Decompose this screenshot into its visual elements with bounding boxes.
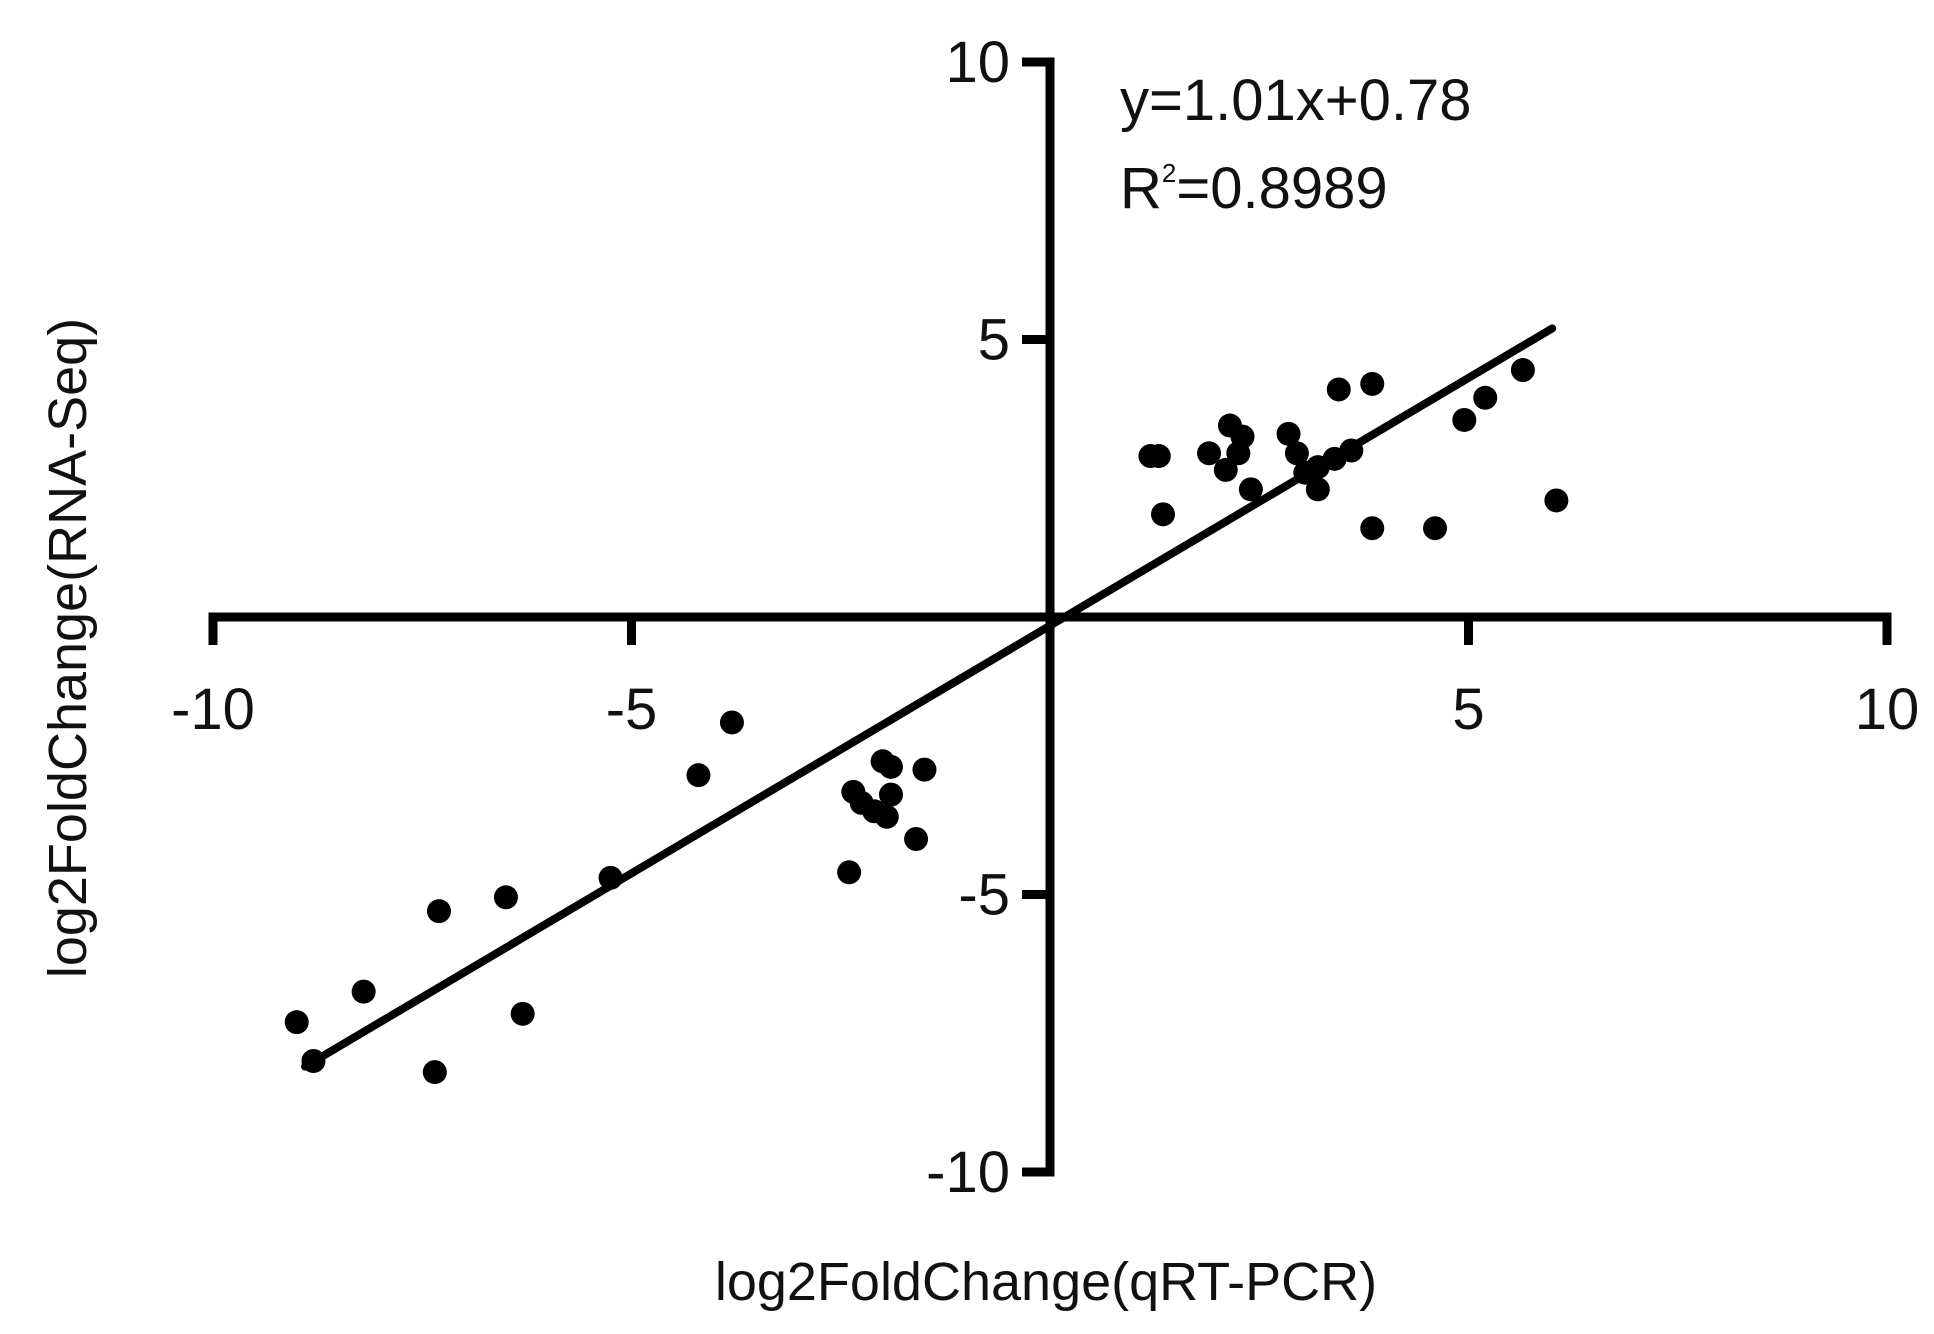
data-point <box>1150 502 1175 527</box>
chart-marks: -10 -5 5 10 10 5 -5 -10 <box>171 30 1919 1205</box>
data-point <box>493 885 518 910</box>
data-point <box>1146 444 1171 469</box>
r-squared-superscript: 2 <box>1162 158 1176 188</box>
y-axis-title: log2FoldChange(RNA-Seq) <box>38 318 98 978</box>
data-point <box>912 757 937 782</box>
data-point <box>422 1060 447 1085</box>
regression-line <box>301 324 1557 1071</box>
x-tick-label: 10 <box>1855 677 1920 742</box>
x-tick-label: 5 <box>1452 677 1484 742</box>
data-point <box>1197 441 1222 466</box>
data-point <box>1544 488 1569 513</box>
y-tick-label: 5 <box>978 308 1010 373</box>
data-point <box>719 710 744 735</box>
y-tick-label: -10 <box>926 1140 1010 1205</box>
data-point <box>1284 441 1309 466</box>
data-point <box>1360 371 1385 396</box>
x-tick-label: -10 <box>171 677 255 742</box>
data-point <box>1423 516 1448 541</box>
data-point <box>1452 407 1477 432</box>
equation-annotation: y=1.01x+0.78 <box>1120 68 1472 133</box>
data-point <box>1238 477 1263 502</box>
data-point <box>510 1001 535 1026</box>
data-point <box>301 1049 326 1073</box>
data-point <box>284 1010 309 1035</box>
data-point <box>1326 377 1351 402</box>
data-point <box>874 804 899 829</box>
data-point <box>1276 421 1301 446</box>
x-axis-title: log2FoldChange(qRT-PCR) <box>715 1252 1377 1312</box>
data-point <box>1213 457 1238 482</box>
x-tick-label: -5 <box>606 677 658 742</box>
data-point <box>1230 424 1255 449</box>
data-point <box>686 763 711 788</box>
r-squared-value: =0.8989 <box>1176 156 1387 221</box>
data-point <box>1339 438 1364 463</box>
r-squared-prefix: R <box>1120 156 1162 221</box>
data-point <box>351 979 376 1004</box>
r-squared-annotation: R2=0.8989 <box>1120 156 1388 221</box>
data-point <box>904 827 929 851</box>
data-point <box>426 899 451 924</box>
data-point <box>837 860 862 885</box>
data-point <box>1305 477 1330 502</box>
data-point <box>598 865 623 890</box>
data-point <box>1510 358 1535 383</box>
y-tick-label: -5 <box>958 863 1010 928</box>
data-point <box>1360 516 1385 541</box>
data-point <box>878 782 903 807</box>
y-tick-label: 10 <box>945 30 1010 95</box>
data-point <box>1473 385 1498 410</box>
data-point <box>878 754 903 779</box>
